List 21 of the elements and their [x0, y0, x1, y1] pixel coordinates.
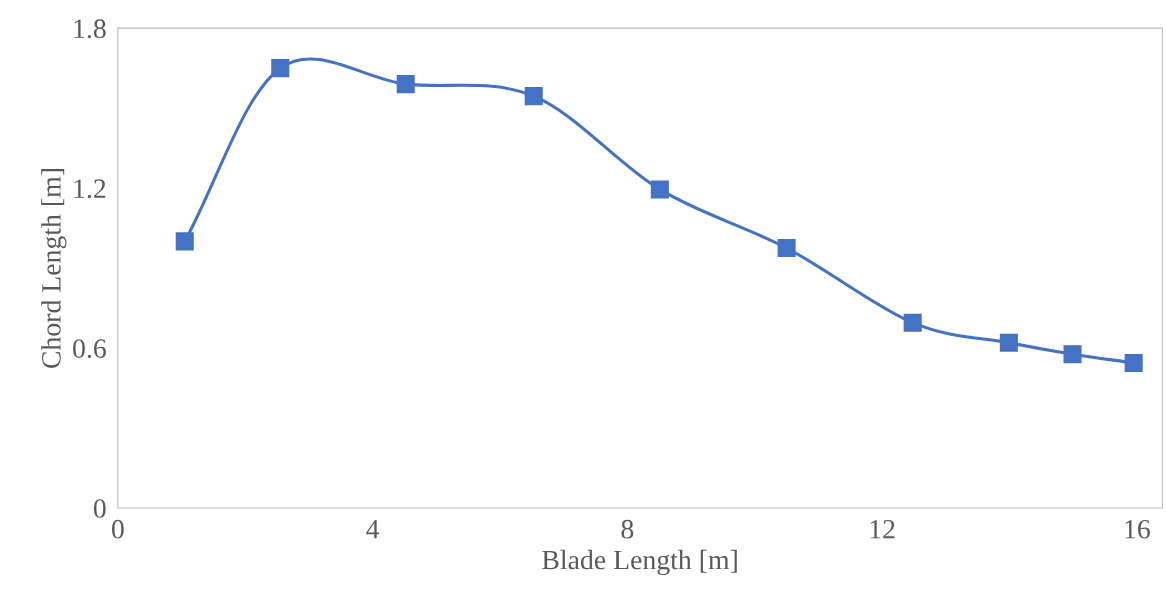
x-tick-label: 8 [621, 519, 634, 539]
point [271, 59, 290, 78]
point [650, 180, 669, 199]
y-tick-label: 1.8 [74, 19, 106, 39]
x-tick-label: 16 [1125, 519, 1150, 539]
x-axis-title: Blade Length [m] [542, 549, 737, 576]
point [1124, 353, 1143, 372]
point [1063, 345, 1082, 364]
y-tick-label: 1.2 [74, 179, 106, 199]
point [999, 333, 1018, 352]
y-tick-label: 0 [93, 499, 106, 518]
point [777, 239, 796, 258]
point [396, 75, 415, 94]
x-tick-label: 12 [870, 519, 895, 539]
point [903, 313, 922, 332]
x-tick-label: 0 [111, 519, 124, 539]
point [524, 87, 543, 106]
y-axis-title: Chord Length [m] [41, 169, 67, 368]
point [175, 232, 194, 251]
x-tick-label: 4 [366, 520, 380, 539]
y-tick-label: 0.6 [73, 339, 106, 359]
